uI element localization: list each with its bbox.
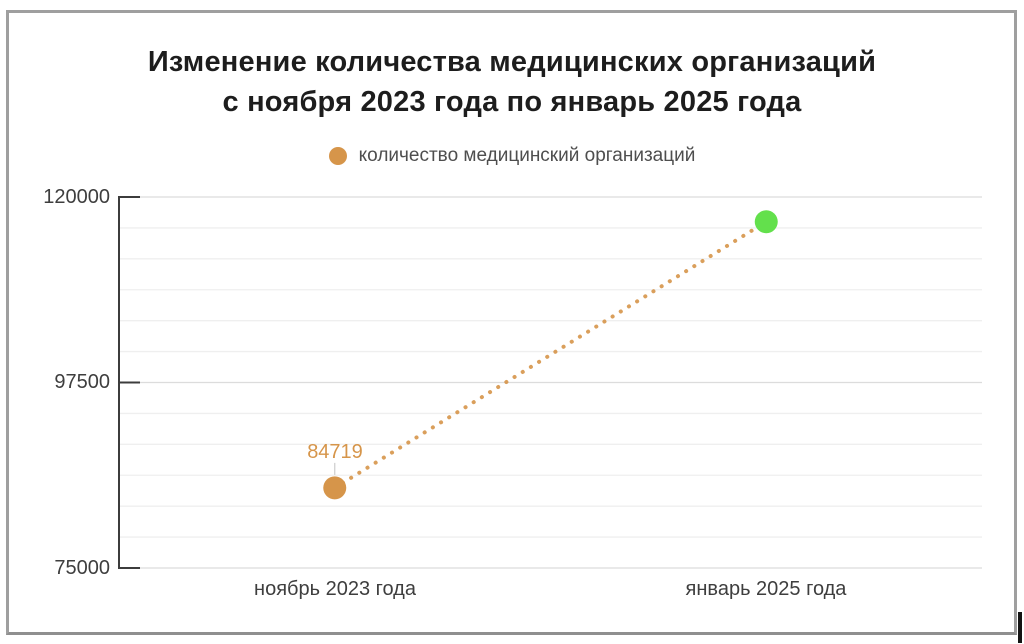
chart-title-line-1: Изменение количества медицинских организ…	[147, 46, 877, 78]
x-axis-label-nov-2023: ноябрь 2023 года	[254, 578, 416, 600]
y-axis-tick-120000: 120000	[43, 186, 110, 208]
data-point-value-label: 84719	[307, 441, 363, 463]
chart-title: Изменение количества медицинских организ…	[0, 42, 1024, 122]
legend-marker-circle-icon	[328, 147, 347, 165]
x-axis-label-jan-2025: январь 2025 года	[685, 578, 847, 600]
legend: количество медицинский организаций	[0, 144, 1024, 168]
y-axis-tick-97500: 97500	[54, 371, 110, 393]
chart-frame	[6, 10, 1017, 635]
text-cursor-artifact	[1018, 612, 1022, 643]
y-axis-tick-75000: 75000	[54, 557, 110, 579]
data-point-2	[754, 210, 778, 234]
legend-label: количество медицинский организаций	[358, 145, 696, 166]
data-point-1	[323, 476, 347, 500]
chart-title-line-2: с ноября 2023 года по январь 2025 года	[222, 86, 802, 118]
